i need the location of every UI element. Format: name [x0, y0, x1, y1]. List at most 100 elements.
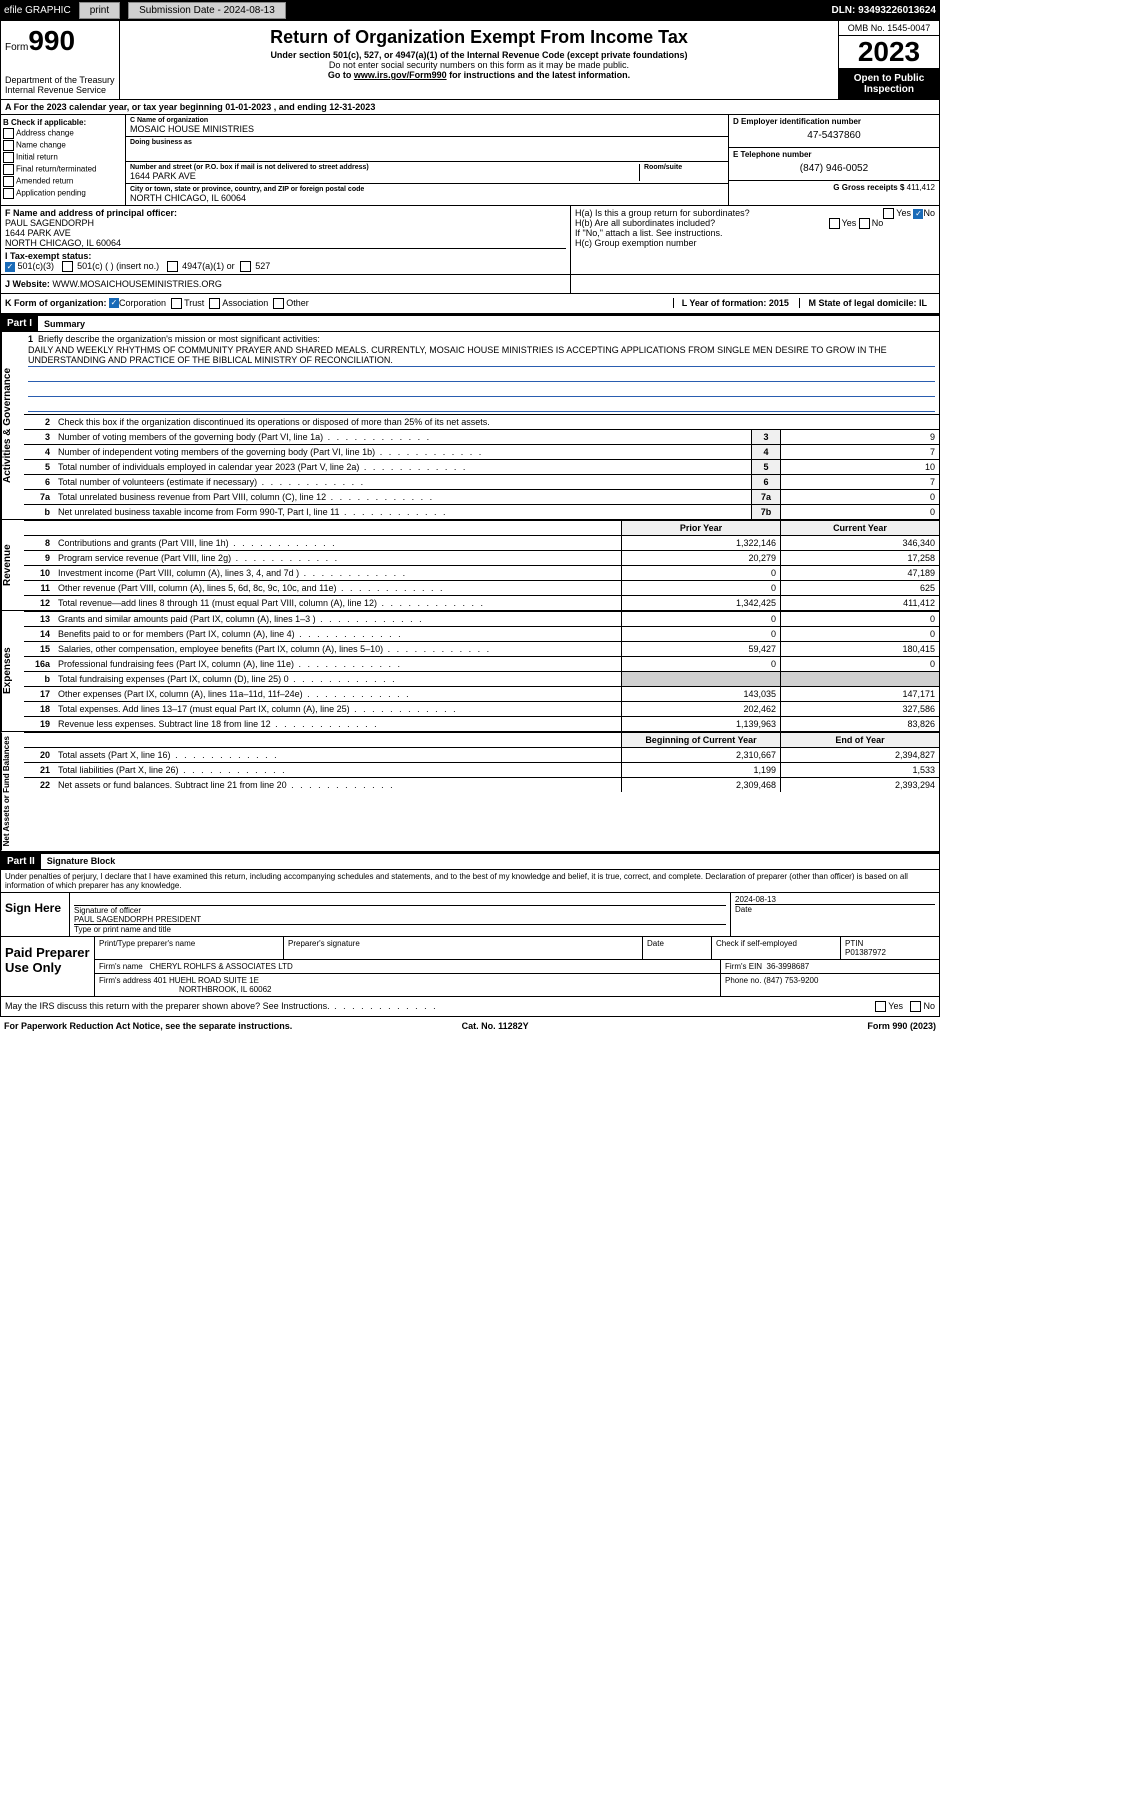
prep-phone-label: Phone no.	[725, 976, 761, 985]
opt-address: Address change	[16, 129, 74, 138]
officer-name: PAUL SAGENDORPH	[5, 218, 566, 228]
opt-initial: Initial return	[16, 153, 58, 162]
chk-hb-yes[interactable]	[829, 218, 840, 229]
chk-initial[interactable]	[3, 152, 14, 163]
part2-title: Signature Block	[41, 854, 122, 868]
table-row: 17Other expenses (Part IX, column (A), l…	[24, 686, 939, 701]
chk-assoc[interactable]	[209, 298, 220, 309]
topbar: efile GRAPHIC print Submission Date - 20…	[0, 0, 940, 21]
form-subtitle: Under section 501(c), 527, or 4947(a)(1)…	[128, 50, 830, 60]
discuss-yes: Yes	[888, 1001, 903, 1011]
table-row: 21Total liabilities (Part X, line 26)1,1…	[24, 762, 939, 777]
chk-address-change[interactable]	[3, 128, 14, 139]
chk-pending[interactable]	[3, 188, 14, 199]
table-row: 8Contributions and grants (Part VIII, li…	[24, 535, 939, 550]
submission-date: Submission Date - 2024-08-13	[128, 2, 286, 19]
hb-note: If "No," attach a list. See instructions…	[575, 228, 935, 238]
ha-no: No	[923, 208, 935, 218]
phone-value: (847) 946-0052	[733, 159, 935, 178]
ptin-value: P01387972	[845, 948, 935, 957]
hb-yes: Yes	[842, 218, 857, 228]
chk-final[interactable]	[3, 164, 14, 175]
prep-phone: (847) 753-9200	[764, 976, 819, 985]
net-assets-section: Net Assets or Fund Balances Beginning of…	[0, 732, 940, 851]
table-row: 20Total assets (Part X, line 16)2,310,66…	[24, 747, 939, 762]
street-address: 1644 PARK AVE	[130, 171, 639, 181]
table-row: 19Revenue less expenses. Subtract line 1…	[24, 716, 939, 731]
current-year-hdr: Current Year	[780, 521, 939, 535]
chk-hb-no[interactable]	[859, 218, 870, 229]
opt-assoc: Association	[222, 298, 268, 309]
chk-name-change[interactable]	[3, 140, 14, 151]
officer-sig-name: PAUL SAGENDORPH PRESIDENT	[74, 915, 726, 924]
section-j: J Website: WWW.MOSAICHOUSEMINISTRIES.ORG	[0, 275, 940, 294]
sign-here-block: Sign Here Signature of officer PAUL SAGE…	[0, 893, 940, 937]
prior-year-hdr: Prior Year	[621, 521, 780, 535]
discuss-no: No	[923, 1001, 935, 1011]
chk-other[interactable]	[273, 298, 284, 309]
chk-501c[interactable]	[62, 261, 73, 272]
dba-label: Doing business as	[130, 139, 724, 146]
prep-date-label: Date	[643, 937, 712, 959]
table-row: 5Total number of individuals employed in…	[24, 459, 939, 474]
form-header: Form990 Department of the Treasury Inter…	[0, 21, 940, 100]
table-row: 22Net assets or fund balances. Subtract …	[24, 777, 939, 792]
j-label: J Website:	[5, 279, 50, 289]
table-row: bTotal fundraising expenses (Part IX, co…	[24, 671, 939, 686]
k-label: K Form of organization:	[5, 298, 107, 309]
firm-ein-label: Firm's EIN	[725, 962, 762, 971]
governance-section: Activities & Governance 1 Briefly descri…	[0, 332, 940, 520]
opt-corp: Corporation	[119, 298, 166, 309]
opt-4947: 4947(a)(1) or	[182, 261, 235, 271]
c-name-label: C Name of organization	[130, 117, 724, 124]
chk-ha-yes[interactable]	[883, 208, 894, 219]
table-row: 15Salaries, other compensation, employee…	[24, 641, 939, 656]
hb-no: No	[872, 218, 884, 228]
city-state-zip: NORTH CHICAGO, IL 60064	[130, 193, 724, 203]
chk-discuss-no[interactable]	[910, 1001, 921, 1012]
chk-discuss-yes[interactable]	[875, 1001, 886, 1012]
inspection-badge: Open to Public Inspection	[839, 69, 939, 99]
table-row: 10Investment income (Part VIII, column (…	[24, 565, 939, 580]
opt-amended: Amended return	[16, 177, 73, 186]
print-button[interactable]: print	[79, 2, 120, 19]
table-row: 14Benefits paid to or for members (Part …	[24, 626, 939, 641]
chk-trust[interactable]	[171, 298, 182, 309]
dept-treasury: Department of the Treasury	[5, 75, 115, 85]
paperwork-notice: For Paperwork Reduction Act Notice, see …	[4, 1021, 292, 1031]
ha-question: H(a) Is this a group return for subordin…	[575, 208, 750, 218]
form-number: 990	[28, 25, 75, 56]
firm-name: CHERYL ROHLFS & ASSOCIATES LTD	[149, 962, 292, 971]
website: WWW.MOSAICHOUSEMINISTRIES.ORG	[52, 279, 222, 289]
m-domicile: M State of legal domicile: IL	[799, 298, 935, 308]
opt-other: Other	[286, 298, 309, 309]
irs-label: Internal Revenue Service	[5, 85, 115, 95]
part2-header: Part II Signature Block	[0, 852, 940, 870]
opt-final: Final return/terminated	[16, 165, 96, 174]
net-side-label: Net Assets or Fund Balances	[1, 732, 24, 850]
gross-receipts-label: G Gross receipts $	[833, 183, 904, 192]
hb-question: H(b) Are all subordinates included?	[575, 218, 715, 228]
section-b: B Check if applicable: Address change Na…	[0, 115, 940, 206]
chk-527[interactable]	[240, 261, 251, 272]
chk-4947[interactable]	[167, 261, 178, 272]
chk-amended[interactable]	[3, 176, 14, 187]
irs-link[interactable]: www.irs.gov/Form990	[354, 70, 447, 80]
section-k: K Form of organization: ✓ Corporation Tr…	[0, 294, 940, 314]
table-row: bNet unrelated business taxable income f…	[24, 504, 939, 519]
check-self: Check if self-employed	[712, 937, 841, 959]
firm-addr-label: Firm's address	[99, 976, 151, 985]
table-row: 4Number of independent voting members of…	[24, 444, 939, 459]
cat-no: Cat. No. 11282Y	[462, 1021, 529, 1031]
ssn-warning: Do not enter social security numbers on …	[128, 60, 830, 70]
firm-name-label: Firm's name	[99, 962, 143, 971]
part1-badge: Part I	[1, 316, 38, 331]
opt-name: Name change	[16, 141, 66, 150]
table-row: 6Total number of volunteers (estimate if…	[24, 474, 939, 489]
ein-value: 47-5437860	[733, 126, 935, 145]
table-row: 16aProfessional fundraising fees (Part I…	[24, 656, 939, 671]
goto-suffix: for instructions and the latest informat…	[447, 70, 631, 80]
opt-501c3: 501(c)(3)	[18, 261, 55, 271]
ha-yes: Yes	[896, 208, 911, 218]
ptin-label: PTIN	[845, 939, 935, 948]
